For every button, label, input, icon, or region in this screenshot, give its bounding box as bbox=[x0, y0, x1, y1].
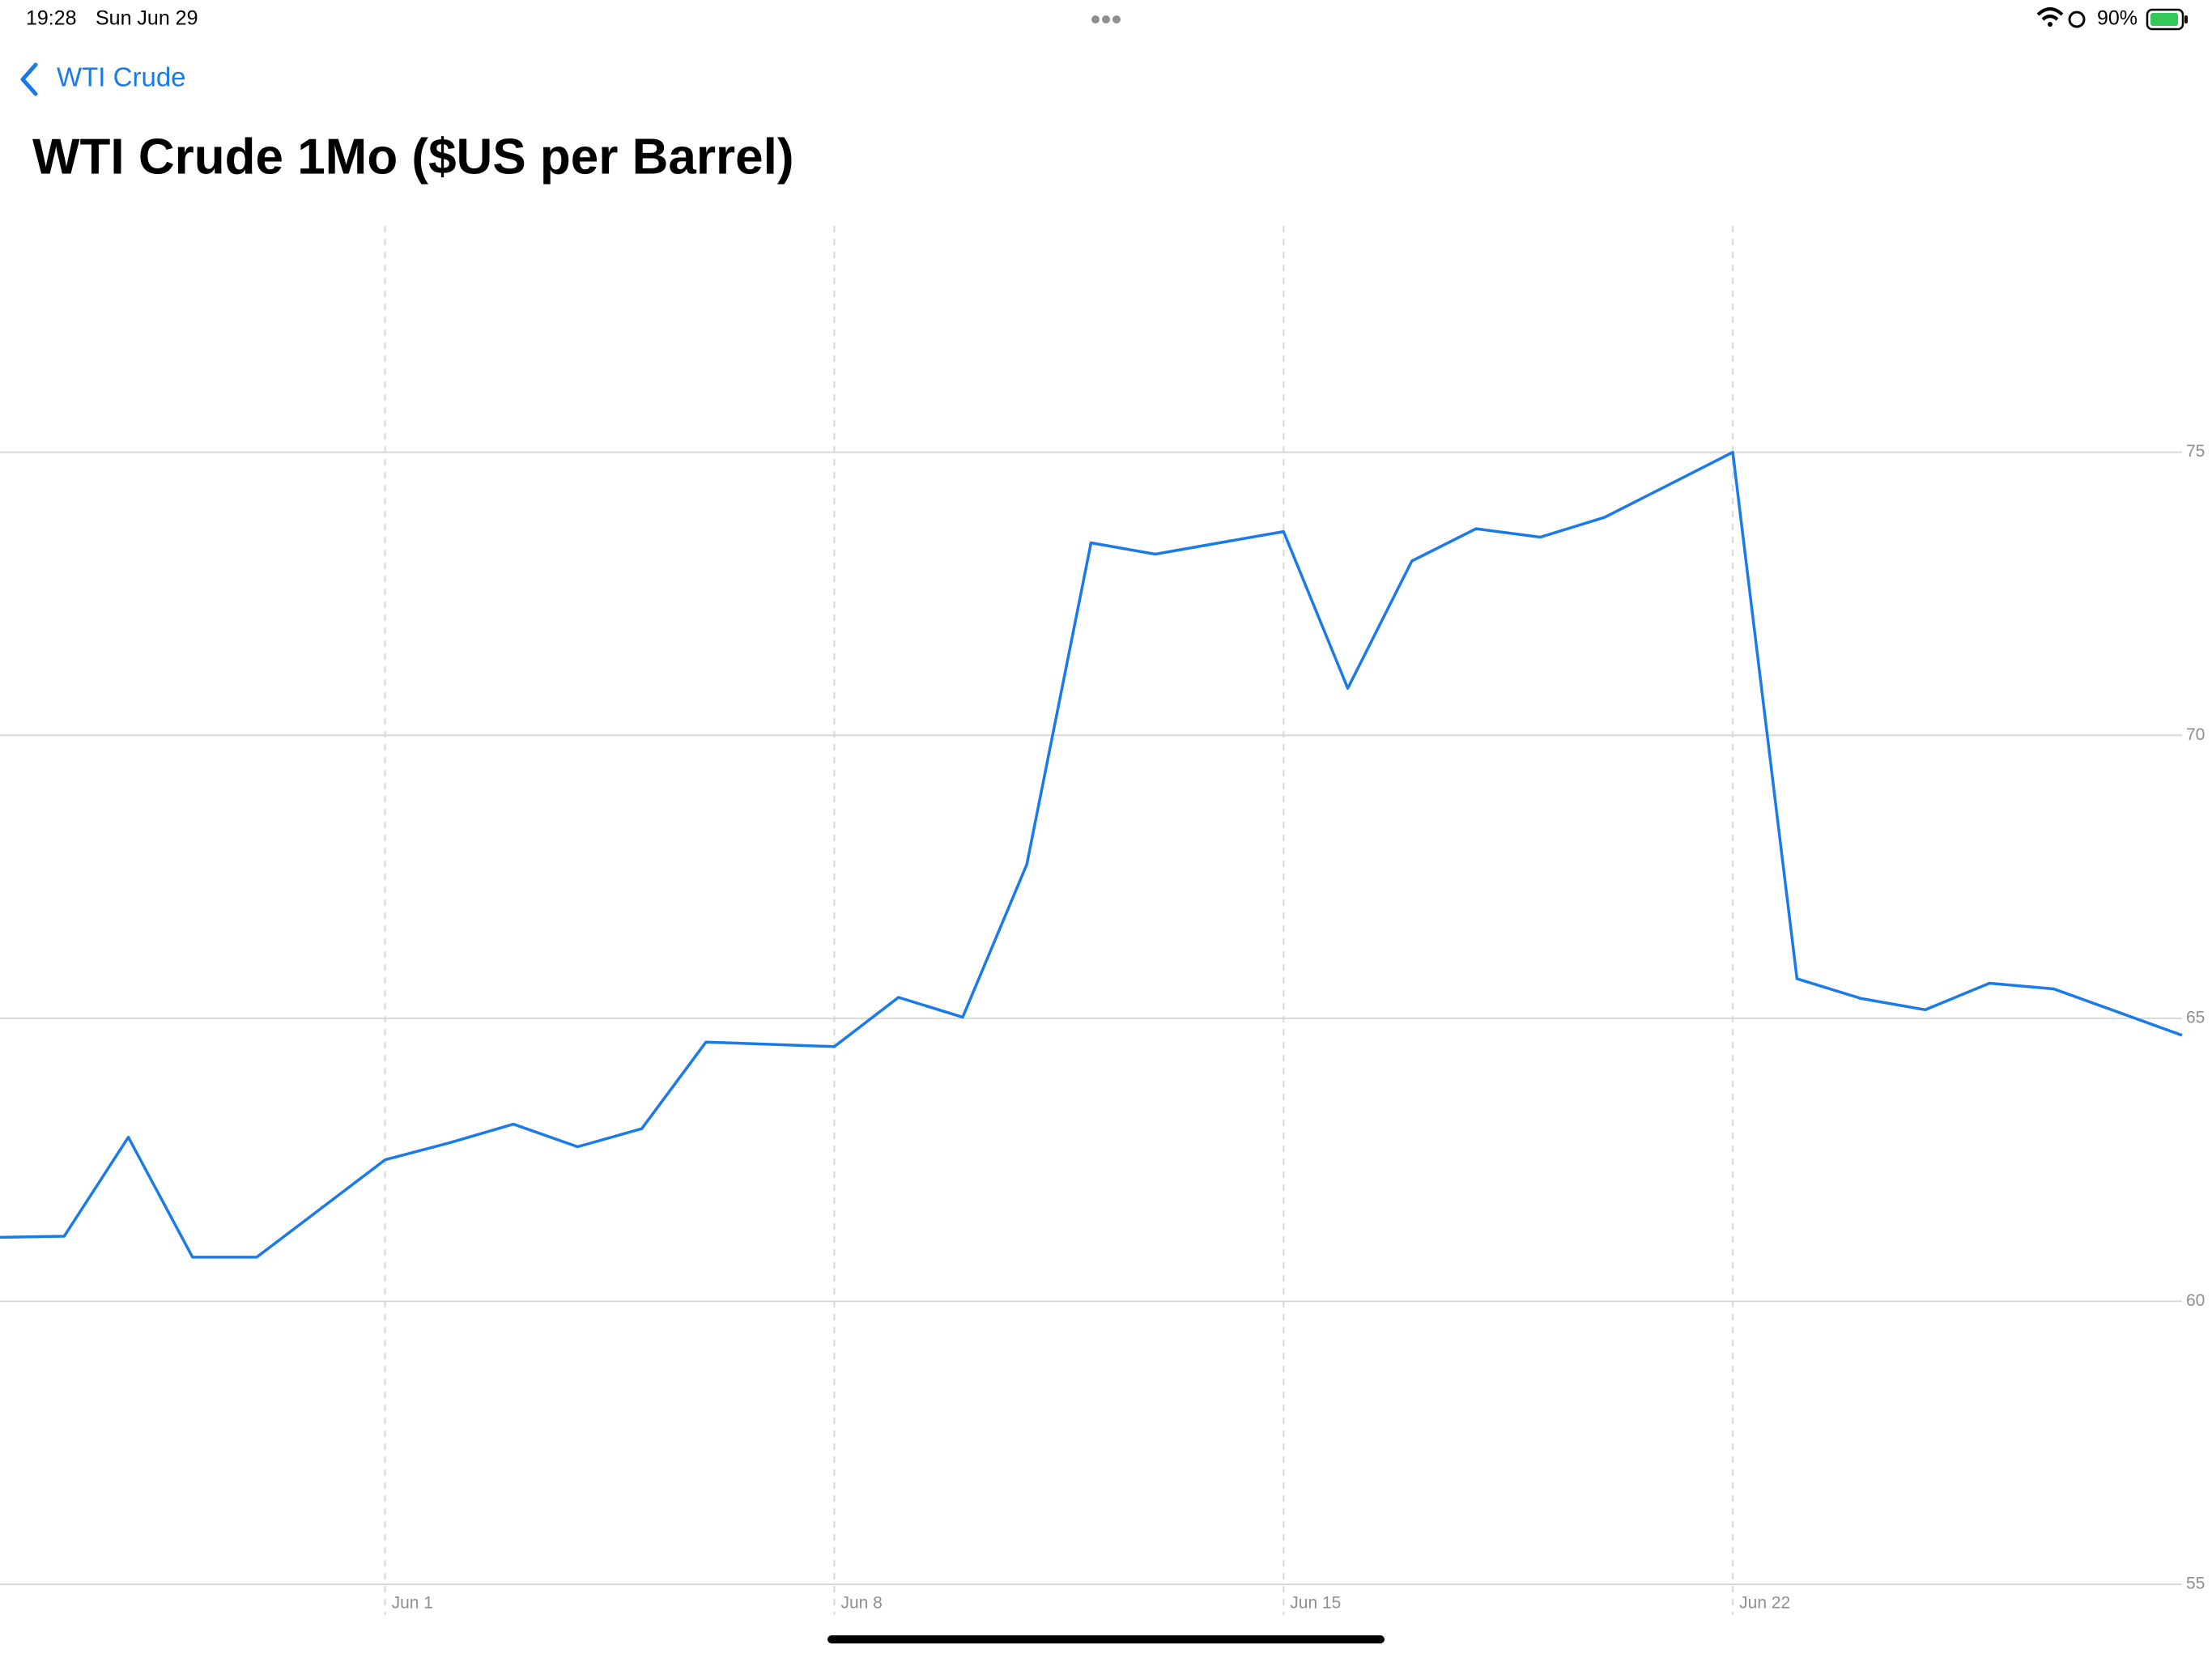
x-tick-label: Jun 22 bbox=[1739, 1594, 1790, 1613]
home-indicator bbox=[827, 1635, 1385, 1643]
back-button[interactable]: WTI Crude bbox=[20, 62, 186, 96]
wifi-icon bbox=[2036, 7, 2064, 27]
status-time: 19:28 bbox=[26, 7, 77, 30]
chart-title: WTI Crude 1Mo ($US per Barrel) bbox=[32, 129, 793, 185]
y-tick-label: 55 bbox=[2186, 1575, 2205, 1593]
x-tick-label: Jun 1 bbox=[392, 1594, 433, 1613]
x-tick-label: Jun 8 bbox=[840, 1594, 882, 1613]
price-line bbox=[0, 450, 2183, 1259]
y-tick-label: 75 bbox=[2186, 442, 2205, 461]
y-tick-label: 70 bbox=[2186, 725, 2205, 744]
back-label[interactable]: WTI Crude bbox=[57, 62, 186, 92]
chart: 55 60 65 70 75 Jun 1 Jun 8 Jun 15 Jun 22 bbox=[0, 226, 2205, 1615]
back-chevron[interactable] bbox=[20, 62, 38, 96]
battery-level: 90% bbox=[2097, 7, 2138, 30]
x-tick-label: Jun 15 bbox=[1290, 1594, 1341, 1613]
battery-icon bbox=[2146, 8, 2188, 31]
y-tick-label: 65 bbox=[2186, 1008, 2205, 1027]
multitask-dots bbox=[1091, 15, 1121, 23]
y-tick-label: 60 bbox=[2186, 1291, 2205, 1310]
lock-icon bbox=[2068, 11, 2086, 28]
status-date: Sun Jun 29 bbox=[96, 7, 198, 30]
